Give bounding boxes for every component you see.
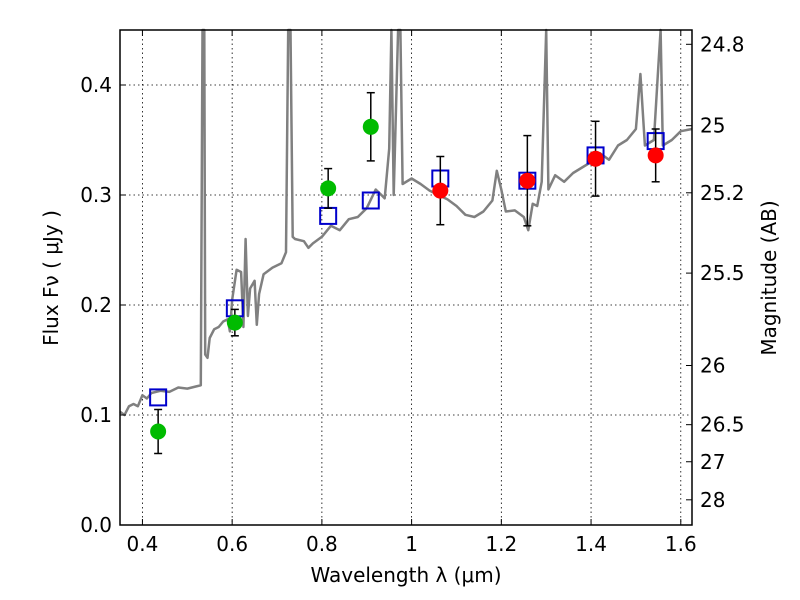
plot-background [120,30,692,525]
photometry-point [362,118,379,135]
model-flux-square [149,388,168,407]
right-tick-label: 25.5 [700,261,745,285]
y-axis-title: Flux Fν ( μJy ) [39,210,63,346]
x-tick-label: 1.2 [485,532,517,556]
model-spectrum [119,28,693,417]
right-tick-label: 25 [700,114,725,138]
plot-frame [119,29,693,526]
right-tick-label: 25.2 [700,181,745,205]
photometry-points [149,91,665,455]
right-tick-label: 26 [700,354,725,378]
y-tick-label: 0.3 [80,183,112,207]
y-tick-label: 0.0 [80,513,112,537]
right-tick-label: 28 [700,488,725,512]
x-tick-label: 0.4 [127,532,159,556]
photometry-point [432,182,449,199]
x-axis-title: Wavelength λ (μm) [310,563,501,587]
x-tick-label: 1.4 [575,532,607,556]
photometry-point [519,172,536,189]
right-tick-label: 27 [700,450,725,474]
x-tick-label: 0.6 [216,532,248,556]
y-tick-label: 0.2 [80,293,112,317]
right-tick-label: 24.8 [700,32,745,56]
photometry-point [320,180,337,197]
photometry-point [150,423,167,440]
y-tick-label: 0.1 [80,403,112,427]
x-tick-label: 0.8 [306,532,338,556]
photometry-point [226,314,243,331]
right-axis-title: Magnitude (AB) [757,200,781,355]
x-tick-label: 1 [405,532,418,556]
photometry-point [587,150,604,167]
model-spectrum-line [119,28,693,417]
photometry-point [647,147,664,164]
right-tick-label: 26.5 [700,413,745,437]
model-flux-square [361,191,380,210]
axis-ticks: 0.4 0.6 0.8 1 1.2 1.4 1.6 0.0 0.1 0.2 0.3 0.4 24.8 25… [80,30,745,556]
x-tick-label: 1.6 [665,532,697,556]
y-tick-label: 0.4 [80,73,112,97]
